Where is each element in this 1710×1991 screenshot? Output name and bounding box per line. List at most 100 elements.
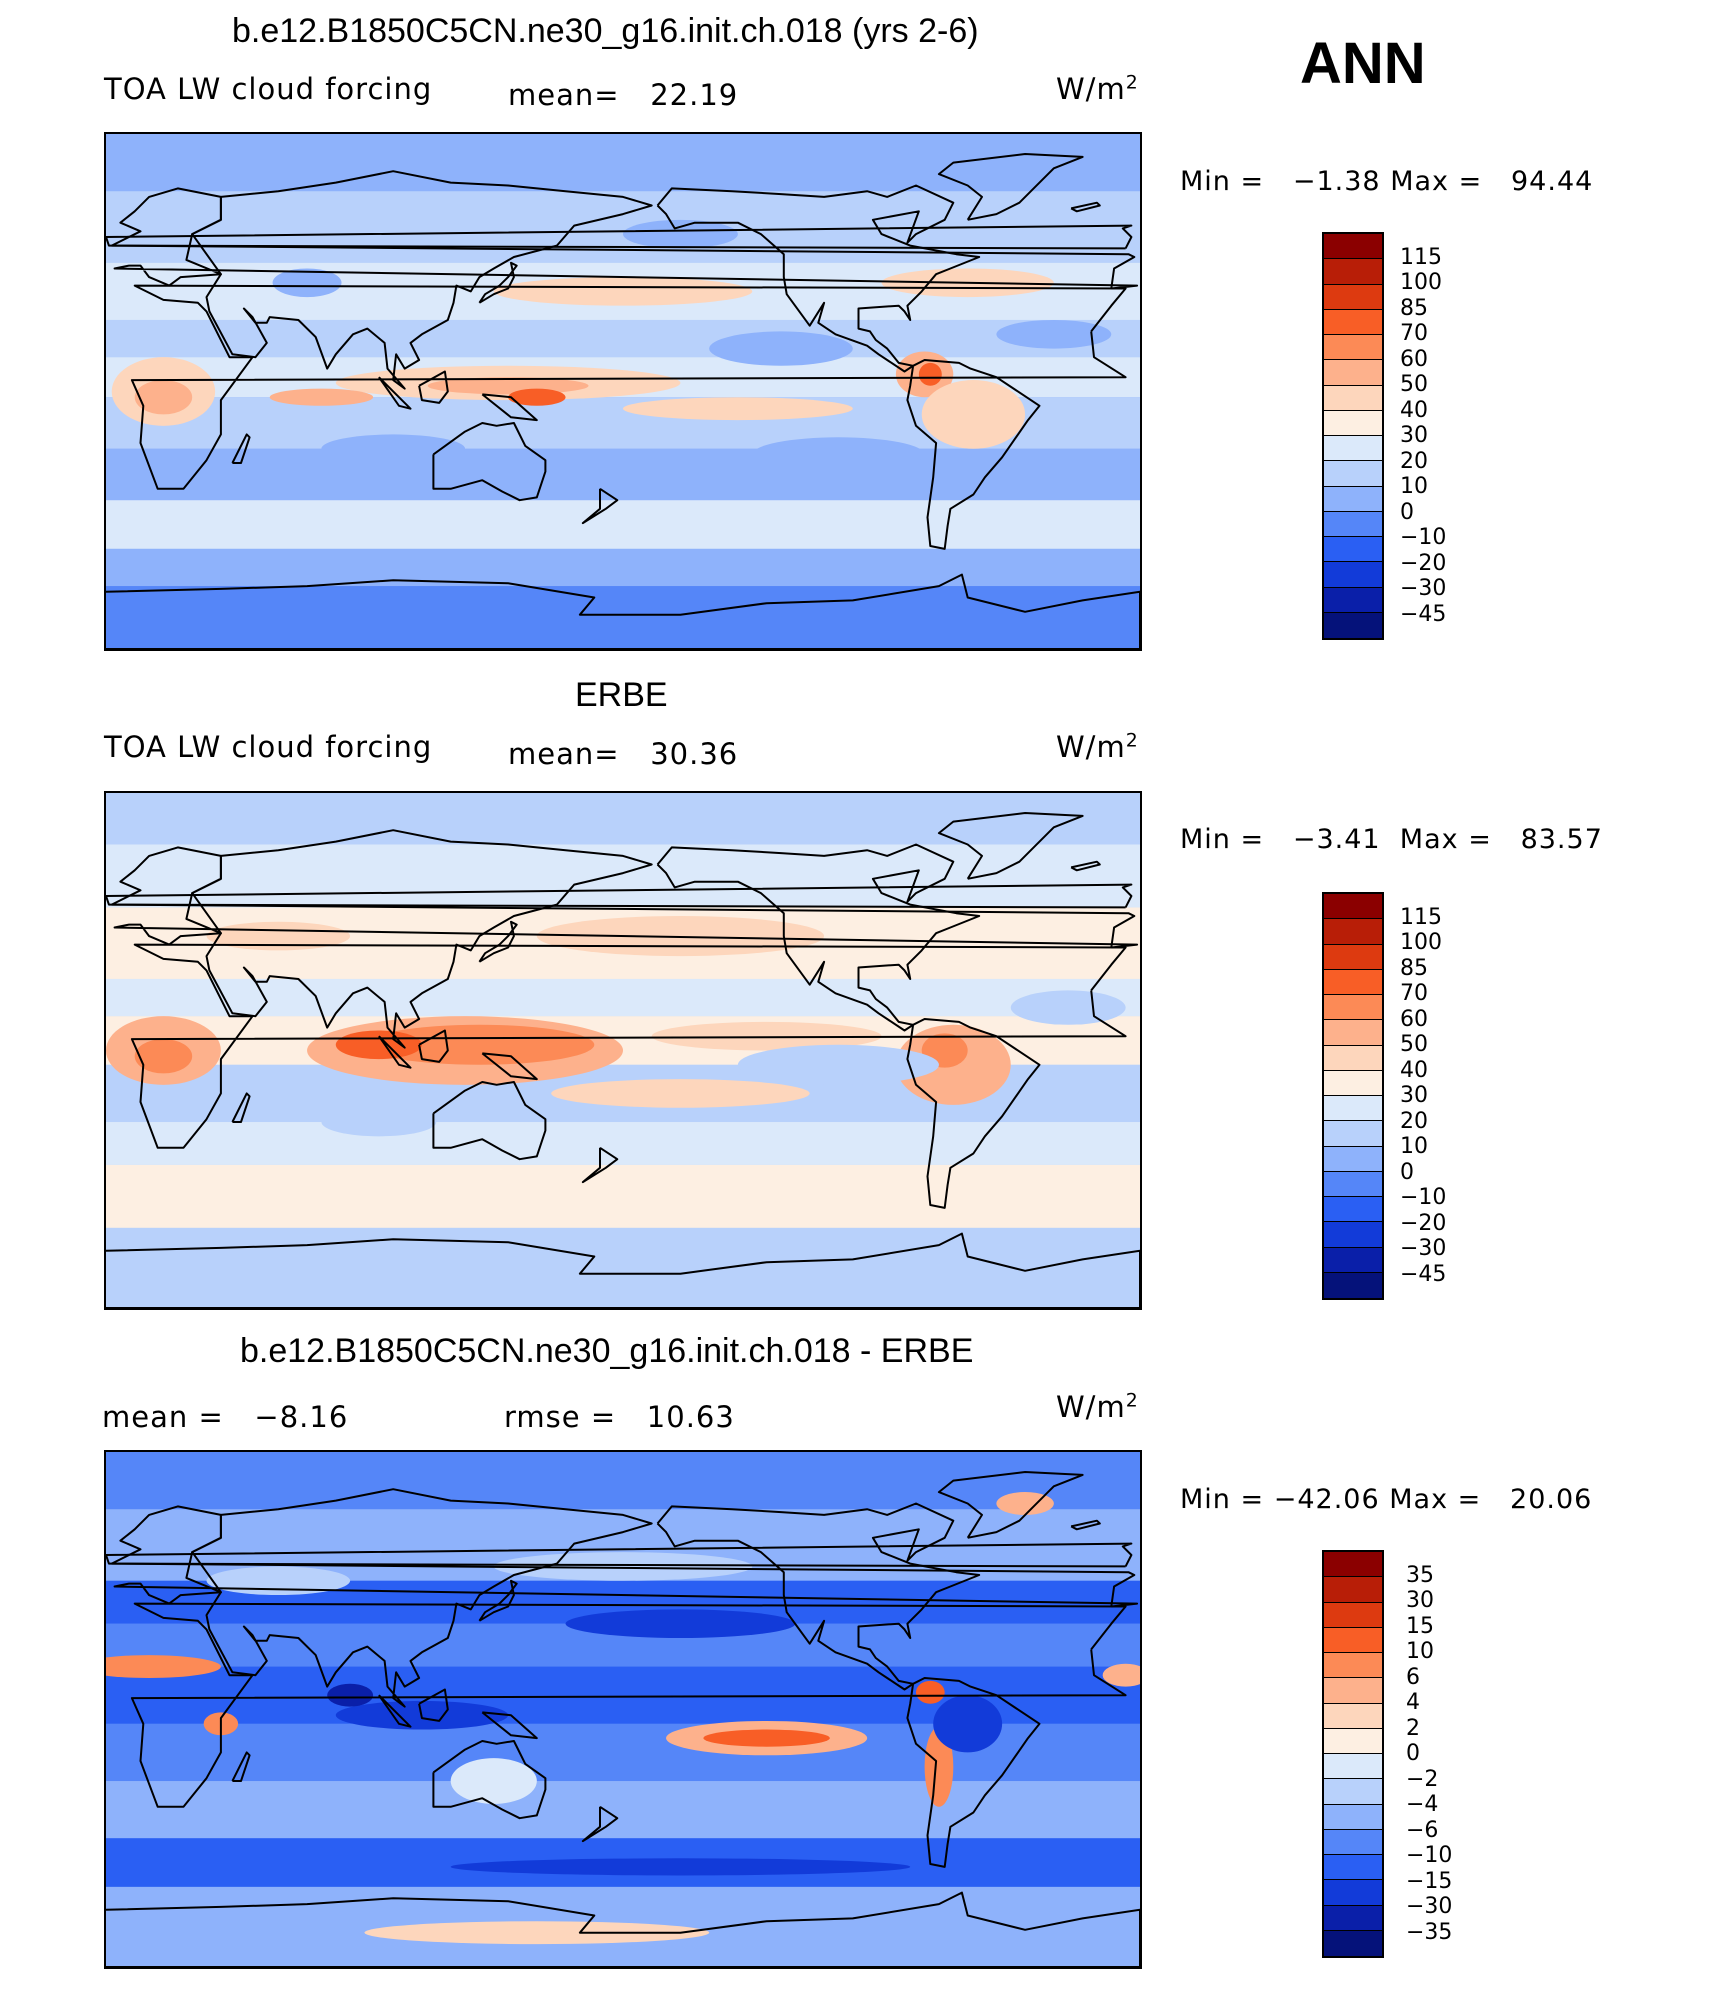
- colorbar-swatch: [1324, 537, 1382, 563]
- colorbar-swatch: [1324, 1121, 1382, 1147]
- field-anomaly: [327, 1683, 374, 1707]
- colorbar-swatch: [1324, 1703, 1382, 1729]
- panel2-min-max: Min = −3.41 Max = 83.57: [1180, 824, 1603, 855]
- coastline: [106, 883, 1133, 909]
- coastline: [656, 843, 981, 1032]
- latitude-band: [106, 319, 1140, 358]
- latitude-band: [106, 134, 1140, 192]
- field-anomaly: [651, 1021, 882, 1051]
- colorbar-tick-label: −4: [1406, 1792, 1439, 1817]
- colorbar-tick-label: 60: [1400, 346, 1428, 372]
- field-anomaly: [1102, 1663, 1140, 1687]
- field-anomaly: [321, 1107, 437, 1137]
- field-anomaly: [335, 1030, 422, 1060]
- field-anomaly: [493, 277, 753, 306]
- colorbar-tick-label: −10: [1400, 1185, 1447, 1210]
- colorbar-tick-label: −20: [1400, 550, 1447, 576]
- colorbar-tick-label: −45: [1400, 1261, 1447, 1287]
- colorbar-swatch: [1324, 1577, 1382, 1603]
- colorbar-swatch: [1324, 1678, 1382, 1704]
- panel3-mean: mean = −8.16: [102, 1400, 349, 1434]
- field-anomaly: [623, 219, 738, 249]
- field-anomaly: [709, 331, 853, 366]
- panel2-mean: mean= 30.36: [508, 737, 739, 771]
- latitude-band: [106, 1164, 1140, 1228]
- colorbar-swatch: [1324, 1552, 1382, 1578]
- field-anomaly: [703, 1729, 830, 1747]
- field-anomaly: [134, 380, 193, 415]
- colorbar-swatch: [1324, 309, 1382, 335]
- field-anomaly: [752, 437, 925, 472]
- coastline: [231, 1092, 251, 1123]
- latitude-band: [106, 548, 1140, 587]
- contour-field: [106, 793, 1140, 1308]
- colorbar-tick-label: 15: [1406, 1613, 1434, 1639]
- colorbar-tick-label: −6: [1406, 1817, 1439, 1843]
- colorbar-tick-label: −35: [1406, 1919, 1453, 1945]
- colorbar-tick-label: 85: [1400, 955, 1428, 981]
- coastline: [906, 359, 1041, 550]
- field-anomaly: [551, 1079, 810, 1108]
- coastline: [191, 1488, 653, 1708]
- latitude-band: [106, 1781, 1140, 1839]
- colorbar-tick-label: −10: [1400, 525, 1447, 550]
- colorbar-swatch: [1324, 1070, 1382, 1096]
- coastline: [130, 284, 1127, 490]
- colorbar-tick-label: −10: [1406, 1843, 1453, 1868]
- latitude-band: [106, 500, 1140, 549]
- colorbar-tick-label: 35: [1406, 1562, 1434, 1588]
- coastline: [106, 1232, 1140, 1308]
- colorbar-swatch: [1324, 410, 1382, 436]
- colorbar-swatch: [1324, 1754, 1382, 1780]
- colorbar-tick-label: −2: [1406, 1766, 1439, 1792]
- field-anomaly: [134, 1039, 193, 1074]
- field-anomaly: [918, 362, 942, 386]
- colorbar-tick-label: 20: [1400, 448, 1428, 474]
- coastline: [656, 1502, 981, 1691]
- coastline: [581, 487, 619, 525]
- colorbar-tick-label: 70: [1400, 981, 1428, 1006]
- colorbar-swatch: [1324, 612, 1382, 638]
- colorbar-tick-label: −20: [1400, 1210, 1447, 1236]
- colorbar-swatch: [1324, 1171, 1382, 1197]
- colorbar-tick-label: 30: [1400, 423, 1428, 448]
- colorbar-tick-label: 40: [1400, 1057, 1428, 1083]
- coastline: [378, 1035, 412, 1069]
- colorbar-tick-label: 10: [1406, 1639, 1434, 1664]
- coastline: [1070, 201, 1101, 213]
- field-anomaly: [269, 388, 374, 406]
- coastline: [106, 1542, 1133, 1568]
- colorbar-tick-label: 30: [1400, 1083, 1428, 1108]
- panel1-mean: mean= 22.19: [508, 78, 739, 112]
- field-anomaly: [924, 1726, 954, 1807]
- colorbar-tick-label: 0: [1406, 1741, 1420, 1766]
- colorbar-tick-label: −45: [1400, 601, 1447, 627]
- coastline: [432, 1081, 547, 1161]
- colorbar-tick-label: 85: [1400, 295, 1428, 321]
- coastline: [581, 1805, 619, 1843]
- coastline: [106, 1891, 1140, 1967]
- field-anomaly: [1010, 990, 1126, 1025]
- panel1-title: b.e12.B1850C5CN.ne30_g16.init.ch.018 (yr…: [232, 12, 979, 50]
- colorbar-swatch: [1324, 335, 1382, 361]
- coastline: [937, 812, 1084, 880]
- latitude-band: [106, 586, 1140, 649]
- colorbar-tick-label: 0: [1400, 499, 1414, 525]
- colorbar-tick-label: 10: [1400, 1134, 1428, 1159]
- colorbar-swatch: [1324, 1930, 1382, 1956]
- colorbar-tick-label: 30: [1406, 1588, 1434, 1613]
- panel1-variable-label: TOA LW cloud forcing: [104, 72, 433, 106]
- coastline: [378, 1694, 412, 1728]
- panel3-title: b.e12.B1850C5CN.ne30_g16.init.ch.018 - E…: [240, 1332, 974, 1370]
- field-anomaly: [933, 1695, 1003, 1753]
- coastline: [906, 1018, 1041, 1209]
- colorbar-swatch: [1324, 284, 1382, 310]
- colorbar-tick-label: 10: [1400, 474, 1428, 499]
- colorbar-swatch: [1324, 1829, 1382, 1855]
- colorbar-tick-label: −30: [1406, 1894, 1453, 1919]
- coastline: [656, 184, 981, 373]
- latitude-band: [106, 793, 1140, 845]
- colorbar-tick-label: 2: [1406, 1715, 1420, 1741]
- field-anomaly: [921, 380, 1026, 449]
- field-anomaly: [493, 1552, 753, 1581]
